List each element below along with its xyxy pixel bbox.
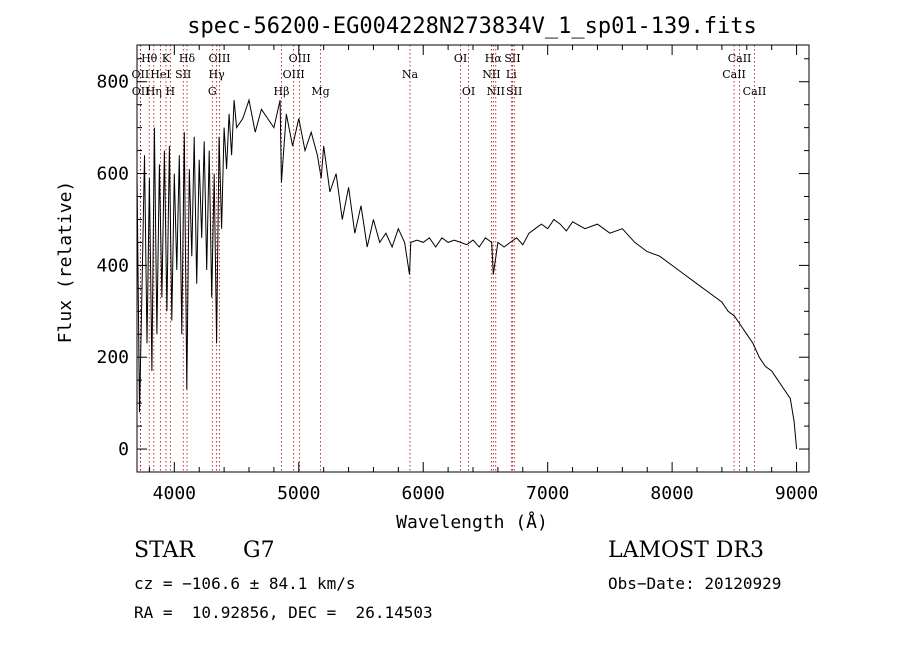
x-tick-label-4: 8000 bbox=[650, 483, 693, 504]
line-marker-label-10: Hγ bbox=[209, 68, 226, 81]
redshift-cz: cz = −106.6 ± 84.1 km/s bbox=[134, 574, 356, 593]
object-subclass: G7 bbox=[243, 538, 275, 563]
y-tick-label-3: 600 bbox=[96, 164, 129, 185]
line-marker-label-16: Na bbox=[402, 68, 419, 81]
plot-frame bbox=[136, 44, 810, 473]
x-axis-label: Wavelength (Å) bbox=[396, 511, 548, 533]
chart-title: spec-56200-EG004228N273834V_1_sp01-139.f… bbox=[187, 14, 757, 39]
line-marker-label-6: H bbox=[166, 85, 176, 98]
line-marker-label-20: NII bbox=[482, 68, 500, 81]
axes: 4000 5000 6000 7000 8000 9000 0 200 400 600 800 bbox=[96, 44, 818, 504]
line-marker-label-7: SII bbox=[175, 68, 191, 81]
flux-series-line bbox=[136, 98, 798, 450]
y-tick-label-0: 0 bbox=[118, 439, 129, 460]
line-marker-label-9: OIII bbox=[208, 52, 230, 65]
line-marker-label-3: Hη bbox=[146, 85, 162, 98]
line-marker-label-8: Hδ bbox=[179, 52, 196, 65]
line-marker-label-14: OIII bbox=[283, 68, 305, 81]
line-marker-label-18: OI bbox=[462, 85, 475, 98]
line-marker-label-2: OII bbox=[132, 85, 150, 98]
line-marker-label-0: Hθ bbox=[141, 52, 158, 65]
line-marker-label-23: Li bbox=[506, 68, 517, 81]
line-marker-label-11: G bbox=[208, 85, 217, 98]
line-marker-label-4: K bbox=[162, 52, 171, 65]
coordinates: RA = 10.92856, DEC = 26.14503 bbox=[134, 603, 433, 622]
line-marker-label-25: CaII bbox=[728, 52, 752, 65]
x-tick-label-2: 6000 bbox=[402, 483, 445, 504]
line-marker-label-5: HeI bbox=[150, 68, 170, 81]
line-marker-label-19: Hα bbox=[485, 52, 503, 65]
x-tick-label-1: 5000 bbox=[277, 483, 320, 504]
x-tick-label-5: 9000 bbox=[775, 483, 818, 504]
line-marker-label-12: Hβ bbox=[274, 85, 290, 98]
spectrum-chart: spec-56200-EG004228N273834V_1_sp01-139.f… bbox=[55, 14, 818, 533]
object-class: STAR bbox=[134, 538, 195, 563]
line-marker-label-21: NII bbox=[487, 85, 505, 98]
y-tick-label-1: 200 bbox=[96, 347, 129, 368]
x-tick-label-0: 4000 bbox=[153, 483, 196, 504]
line-marker-label-26: CaII bbox=[722, 68, 746, 81]
line-marker-label-22: SII bbox=[504, 52, 520, 65]
y-axis-label: Flux (relative) bbox=[55, 181, 76, 344]
line-marker-label-27: CaII bbox=[743, 85, 767, 98]
x-tick-label-3: 7000 bbox=[526, 483, 569, 504]
observation-date: Obs−Date: 20120929 bbox=[608, 574, 782, 593]
line-marker-label-24: SII bbox=[506, 85, 522, 98]
y-tick-label-4: 800 bbox=[96, 72, 129, 93]
line-marker-label-13: OIII bbox=[289, 52, 311, 65]
line-marker-label-17: OI bbox=[454, 52, 467, 65]
y-tick-label-2: 400 bbox=[96, 255, 129, 276]
line-marker-label-15: Mg bbox=[311, 85, 329, 98]
survey-name: LAMOST DR3 bbox=[608, 538, 764, 563]
